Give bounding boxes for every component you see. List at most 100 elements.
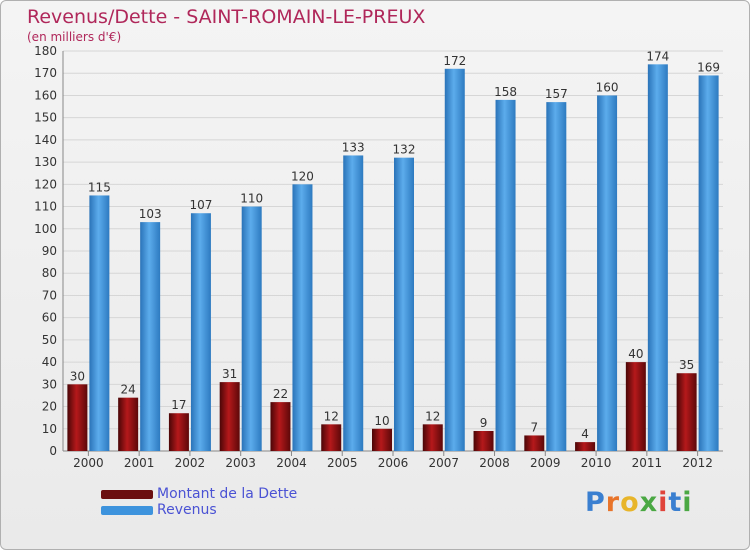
bar-revenus — [190, 213, 211, 451]
data-label-debt: 17 — [171, 398, 186, 412]
x-tick-label: 2012 — [682, 456, 713, 470]
bar-revenus — [495, 99, 516, 451]
bar-debt — [422, 424, 443, 451]
y-tick-label: 180 — [34, 44, 57, 58]
bar-revenus — [241, 206, 262, 451]
y-tick-label: 0 — [49, 444, 57, 458]
data-label-debt: 10 — [374, 414, 389, 428]
data-label-revenus: 107 — [189, 198, 212, 212]
logo-letter: x — [639, 487, 659, 518]
bar-debt — [676, 373, 697, 451]
y-tick-label: 80 — [42, 266, 57, 280]
bar-debt — [67, 384, 88, 451]
y-tick-label: 170 — [34, 66, 57, 80]
data-label-debt: 24 — [121, 383, 136, 397]
x-tick-label: 2003 — [225, 456, 256, 470]
y-tick-label: 10 — [42, 422, 57, 436]
bar-revenus — [546, 102, 567, 451]
y-tick-label: 130 — [34, 155, 57, 169]
y-tick-label: 150 — [34, 111, 57, 125]
x-tick-label: 2010 — [581, 456, 612, 470]
data-label-revenus: 103 — [139, 207, 162, 221]
bar-revenus — [698, 75, 719, 451]
data-label-revenus: 169 — [697, 60, 720, 74]
logo-letter: i — [658, 487, 669, 518]
data-label-debt: 40 — [628, 347, 643, 361]
data-label-debt: 9 — [480, 416, 488, 430]
legend-swatch-debt — [101, 490, 153, 499]
bar-debt — [321, 424, 342, 451]
logo-letter: r — [605, 487, 621, 518]
grid-layer — [63, 50, 723, 452]
x-tick-label: 2007 — [428, 456, 459, 470]
legend-label-debt: Montant de la Dette — [157, 486, 298, 502]
bar-revenus — [647, 64, 668, 452]
bar-debt — [473, 431, 494, 451]
data-label-revenus: 133 — [342, 140, 365, 154]
bar-debt — [270, 402, 291, 451]
x-tick-label: 2009 — [530, 456, 561, 470]
bar-revenus — [597, 95, 618, 451]
legend-swatch-revenus — [101, 506, 153, 515]
chart-subtitle: (en milliers d'€) — [27, 30, 122, 44]
bar-revenus — [89, 195, 110, 451]
data-label-debt: 4 — [581, 427, 589, 441]
y-tick-label: 120 — [34, 177, 57, 191]
x-tick-label: 2006 — [378, 456, 409, 470]
x-tick-label: 2011 — [632, 456, 663, 470]
logo-letter: i — [682, 487, 693, 518]
bar-revenus — [343, 155, 364, 451]
data-label-revenus: 115 — [88, 180, 111, 194]
data-label-debt: 35 — [679, 358, 694, 372]
proxiti-logo: Proxiti — [585, 487, 693, 518]
data-label-debt: 22 — [273, 387, 288, 401]
axis-layer: 0 10 20 30 40 50 60 70 80 90 100 110 120 130 140 150 160… — [34, 44, 723, 470]
y-tick-label: 110 — [34, 200, 57, 214]
logo-letter: P — [585, 487, 606, 518]
y-tick-label: 160 — [34, 88, 57, 102]
bar-revenus — [292, 184, 313, 452]
data-label-revenus: 174 — [646, 49, 669, 63]
data-label-debt: 7 — [530, 420, 538, 434]
y-tick-label: 40 — [42, 355, 57, 369]
y-tick-label: 100 — [34, 222, 57, 236]
data-label-revenus: 132 — [393, 143, 416, 157]
bar-debt — [524, 435, 545, 451]
data-label-revenus: 160 — [596, 80, 619, 94]
bar-debt — [118, 397, 139, 451]
y-tick-label: 140 — [34, 133, 57, 147]
x-tick-label: 2000 — [73, 456, 104, 470]
x-tick-label: 2002 — [175, 456, 206, 470]
data-label-revenus: 172 — [443, 54, 466, 68]
x-tick-label: 2004 — [276, 456, 307, 470]
y-tick-label: 70 — [42, 288, 57, 302]
bar-debt — [575, 442, 596, 451]
legend-label-revenus: Revenus — [157, 502, 217, 518]
data-label-debt: 12 — [425, 409, 440, 423]
bar-debt — [625, 362, 646, 451]
bar-revenus — [444, 68, 465, 452]
bar-revenus — [394, 157, 414, 451]
bar-debt — [219, 382, 240, 451]
data-label-revenus: 157 — [545, 87, 568, 101]
data-label-revenus: 110 — [240, 192, 263, 206]
y-tick-label: 50 — [42, 333, 57, 347]
x-tick-label: 2005 — [327, 456, 358, 470]
logo-letter: o — [620, 487, 640, 518]
bar-debt — [168, 413, 189, 451]
bar-revenus — [140, 222, 161, 451]
x-tick-label: 2008 — [479, 456, 510, 470]
bar-debt — [372, 428, 392, 451]
data-label-debt: 31 — [222, 367, 237, 381]
y-tick-label: 90 — [42, 244, 57, 258]
x-tick-label: 2001 — [124, 456, 155, 470]
data-label-debt: 30 — [70, 369, 85, 383]
y-tick-label: 30 — [42, 377, 57, 391]
chart-title: Revenus/Dette - SAINT-ROMAIN-LE-PREUX — [27, 6, 426, 28]
data-label-revenus: 158 — [494, 85, 517, 99]
y-tick-label: 20 — [42, 400, 57, 414]
y-tick-label: 60 — [42, 311, 57, 325]
data-label-debt: 12 — [324, 409, 339, 423]
